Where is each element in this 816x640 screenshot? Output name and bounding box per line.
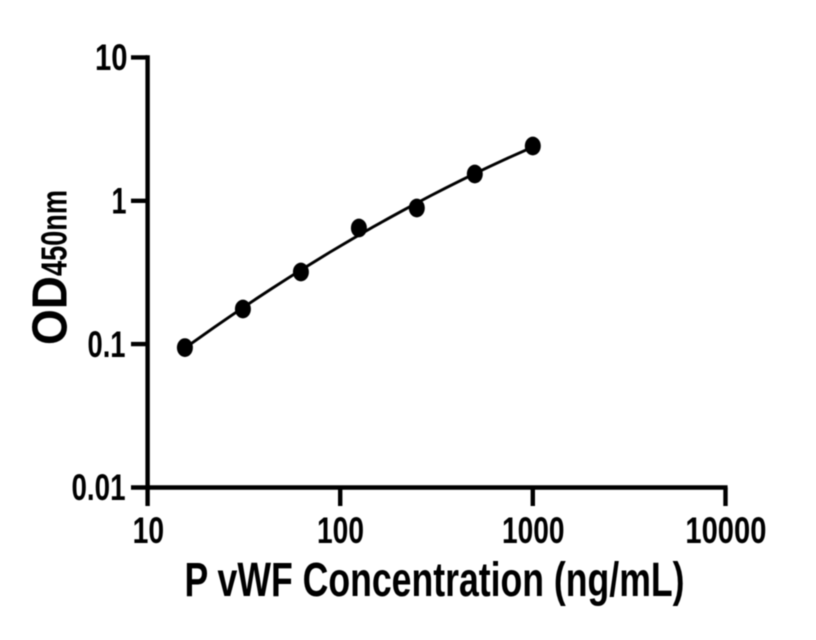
svg-text:100: 100 [317, 510, 364, 551]
svg-text:P vWF Concentration (ng/mL): P vWF Concentration (ng/mL) [185, 554, 685, 607]
svg-text:OD450nm: OD450nm [24, 190, 78, 345]
svg-text:0.1: 0.1 [88, 324, 126, 365]
svg-text:0.01: 0.01 [72, 467, 126, 508]
svg-text:1000: 1000 [502, 510, 565, 551]
svg-text:10: 10 [95, 37, 128, 78]
svg-text:10000: 10000 [685, 510, 766, 551]
svg-text:10: 10 [133, 510, 165, 551]
svg-text:1: 1 [112, 181, 127, 222]
